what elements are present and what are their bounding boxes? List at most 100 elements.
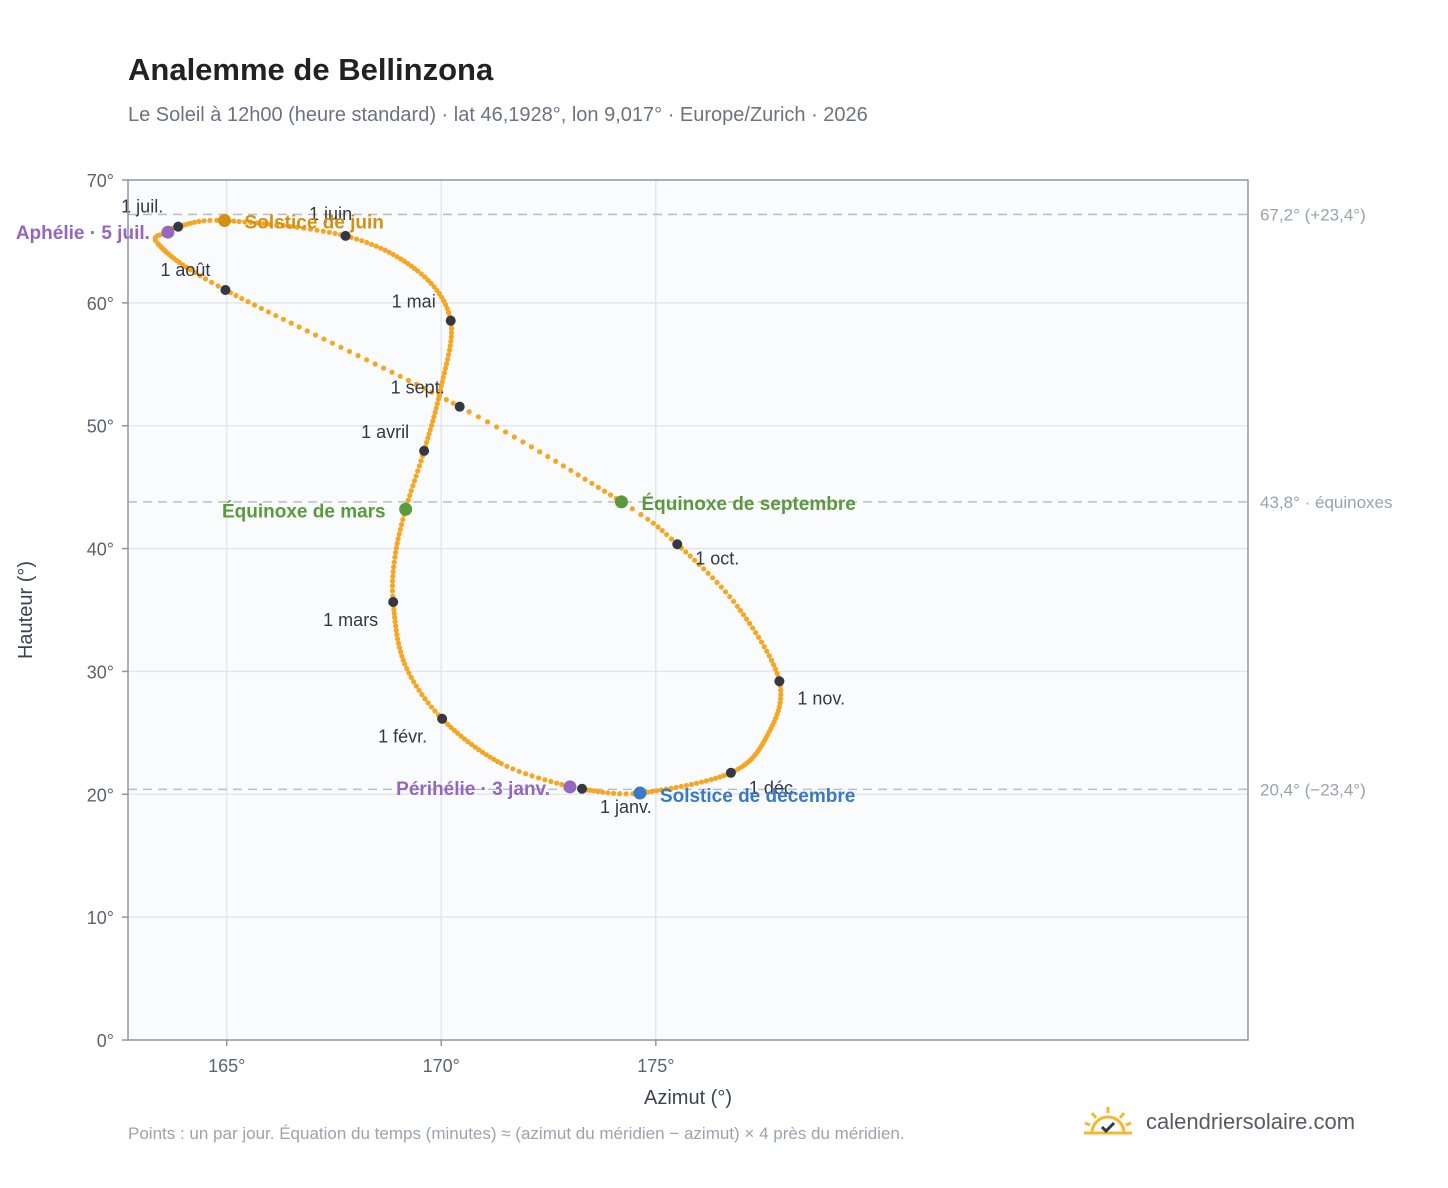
daily-point [698,779,705,785]
daily-point [394,254,400,260]
daily-point [714,579,720,585]
daily-point [607,492,614,498]
daily-point [273,312,279,319]
daily-point [727,594,733,600]
daily-point [668,536,675,542]
daily-point [307,226,314,232]
daily-point [183,264,190,270]
chart-title: Analemme de Bellinzona [128,52,494,87]
daily-point [364,357,370,363]
daily-point [768,657,775,663]
daily-point [236,218,242,225]
daily-point [483,752,489,758]
month-marker [220,284,231,295]
daily-point [560,463,566,469]
daily-point [432,409,438,416]
daily-point [650,520,656,526]
footnote: Points : un par jour. Équation du temps … [128,1124,905,1143]
daily-point [645,516,651,522]
daily-point [605,790,611,796]
daily-point [722,589,729,595]
daily-point [778,696,784,702]
daily-point [600,789,606,795]
daily-point [653,788,660,794]
daily-point [476,747,482,753]
daily-point [231,218,237,224]
daily-point [214,217,220,223]
daily-point [422,274,428,280]
daily-point [494,758,501,765]
y-tick-label: 60° [87,294,114,314]
x-tick-label: 165° [208,1056,245,1076]
daily-point [623,791,629,797]
daily-point [430,418,436,424]
daily-point [701,566,707,572]
daily-point [444,361,450,367]
daily-point [446,347,453,353]
daily-point [696,561,702,568]
daily-point [450,400,456,406]
daily-point [382,247,388,253]
daily-point [393,627,399,633]
y-tick-label: 0° [97,1031,114,1051]
daily-point [233,292,239,299]
sun-check-icon [1084,1107,1132,1135]
month-label: 1 févr. [378,727,427,747]
daily-point [422,696,428,702]
month-marker [577,783,588,794]
daily-point [777,700,783,706]
daily-point [391,610,397,617]
daily-point [663,786,669,792]
daily-point [408,488,414,494]
daily-point [553,780,560,786]
daily-point [668,785,674,791]
daily-point [717,774,723,780]
daily-point [487,754,493,760]
daily-point [391,559,397,565]
daily-point [418,271,424,277]
daily-point [425,700,431,706]
daily-point [445,356,451,362]
daily-point [294,224,300,230]
daily-point [520,439,526,445]
daily-point [610,790,617,796]
daily-point [664,531,670,538]
daily-point [245,299,251,305]
daily-point [441,370,448,376]
month-label: 1 mai [392,292,436,312]
daily-point [372,361,378,367]
daily-point [504,763,510,769]
daily-point [399,653,405,659]
axes: 165° 170° 175° 0° 10° 20° 30° 40° 50° 60° 70° [87,171,675,1076]
daily-point [419,691,425,698]
daily-point [274,222,280,228]
month-marker [388,597,399,608]
daily-point [718,584,724,590]
daily-point [418,458,424,464]
daily-point [438,383,444,389]
daily-point [288,320,294,326]
daily-point [431,414,437,420]
daily-point [413,381,420,387]
daily-point [329,340,336,346]
daily-point [191,219,198,225]
daily-point [304,328,310,334]
daily-point [465,739,471,745]
daily-point [548,778,554,785]
daily-point [638,511,644,518]
daily-point [320,228,326,234]
daily-point [437,387,443,393]
daily-point [712,775,719,781]
daily-point [405,497,411,503]
daily-point [655,524,661,530]
december_solstice-label: Solstice de décembre [660,786,855,807]
daily-point [202,276,209,282]
daily-point [737,607,743,614]
daily-point [771,662,777,668]
brand-logo[interactable]: calendriersolaire.com [1082,1102,1355,1142]
daily-point [423,439,430,446]
daily-point [392,614,398,621]
daily-point [428,704,435,710]
y-tick-label: 40° [87,540,114,560]
daily-point [338,344,344,350]
